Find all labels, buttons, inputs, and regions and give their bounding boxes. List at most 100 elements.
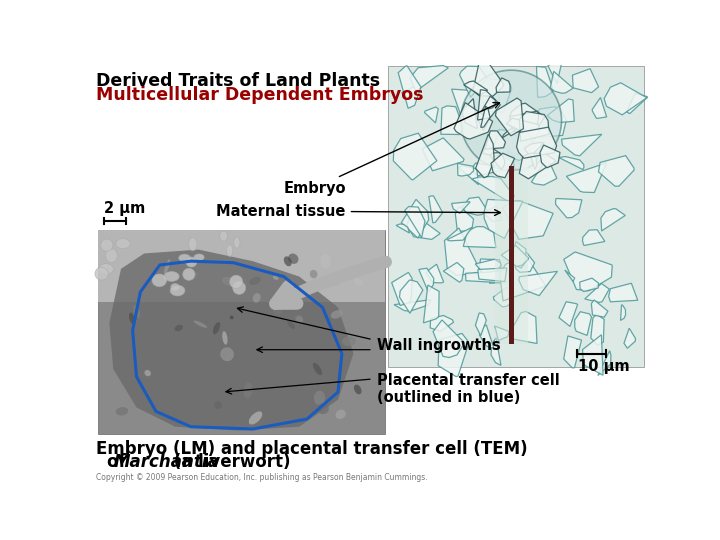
Circle shape — [461, 70, 562, 170]
Polygon shape — [466, 271, 510, 283]
Polygon shape — [540, 145, 560, 168]
Ellipse shape — [249, 411, 262, 424]
Ellipse shape — [99, 264, 114, 274]
Polygon shape — [459, 166, 479, 185]
Polygon shape — [483, 144, 500, 157]
Ellipse shape — [284, 256, 292, 266]
Polygon shape — [513, 105, 526, 136]
Polygon shape — [459, 66, 487, 97]
Ellipse shape — [295, 315, 303, 322]
Polygon shape — [585, 284, 609, 302]
Bar — [388, 66, 644, 367]
Ellipse shape — [249, 277, 261, 285]
Polygon shape — [419, 268, 433, 292]
Polygon shape — [482, 96, 495, 111]
Polygon shape — [444, 262, 464, 282]
Text: (a liverwort): (a liverwort) — [168, 453, 290, 471]
Polygon shape — [485, 131, 505, 149]
Polygon shape — [567, 163, 606, 192]
Ellipse shape — [290, 293, 303, 303]
Polygon shape — [519, 153, 557, 179]
Polygon shape — [441, 106, 464, 134]
Polygon shape — [608, 284, 638, 302]
Polygon shape — [575, 312, 591, 335]
Polygon shape — [495, 326, 509, 340]
Polygon shape — [530, 154, 537, 170]
Ellipse shape — [233, 281, 246, 294]
Ellipse shape — [220, 347, 234, 361]
Polygon shape — [564, 252, 612, 291]
Polygon shape — [444, 228, 481, 275]
Polygon shape — [580, 278, 598, 292]
Ellipse shape — [186, 257, 197, 267]
Ellipse shape — [354, 384, 361, 394]
Polygon shape — [559, 302, 577, 326]
Polygon shape — [410, 65, 449, 91]
Ellipse shape — [253, 293, 261, 303]
Polygon shape — [510, 103, 545, 134]
Ellipse shape — [227, 245, 233, 256]
Ellipse shape — [305, 384, 311, 390]
Ellipse shape — [243, 382, 253, 399]
Polygon shape — [496, 78, 510, 92]
Ellipse shape — [230, 316, 233, 319]
Ellipse shape — [222, 277, 235, 286]
Polygon shape — [479, 259, 501, 281]
Polygon shape — [407, 212, 440, 239]
Ellipse shape — [342, 336, 356, 346]
Polygon shape — [501, 246, 528, 267]
Text: Multicellular Dependent Embryos: Multicellular Dependent Embryos — [96, 86, 423, 104]
Polygon shape — [598, 156, 634, 186]
Ellipse shape — [179, 254, 190, 262]
Polygon shape — [531, 162, 557, 185]
Ellipse shape — [133, 305, 140, 318]
Ellipse shape — [317, 403, 329, 414]
Polygon shape — [455, 207, 474, 231]
Polygon shape — [492, 130, 534, 160]
Polygon shape — [402, 86, 416, 97]
Polygon shape — [451, 89, 500, 118]
Polygon shape — [536, 66, 554, 97]
Polygon shape — [401, 199, 428, 238]
Polygon shape — [454, 103, 492, 139]
Ellipse shape — [284, 296, 292, 306]
Text: Derived Traits of Land Plants: Derived Traits of Land Plants — [96, 72, 380, 91]
Ellipse shape — [194, 321, 207, 328]
Ellipse shape — [152, 274, 166, 287]
Ellipse shape — [287, 321, 295, 329]
Polygon shape — [493, 287, 511, 307]
Polygon shape — [591, 315, 604, 345]
Polygon shape — [491, 338, 501, 366]
Text: Placental transfer cell
(outlined in blue): Placental transfer cell (outlined in blu… — [377, 373, 559, 405]
Polygon shape — [479, 78, 512, 112]
Polygon shape — [495, 98, 523, 136]
Polygon shape — [477, 90, 500, 120]
Polygon shape — [510, 111, 539, 132]
Text: Marchantia: Marchantia — [114, 453, 220, 471]
Polygon shape — [511, 241, 526, 268]
Ellipse shape — [106, 249, 117, 262]
Polygon shape — [423, 285, 439, 323]
Polygon shape — [559, 157, 584, 170]
Polygon shape — [503, 200, 553, 239]
Ellipse shape — [234, 237, 240, 248]
Polygon shape — [484, 199, 523, 239]
Polygon shape — [593, 98, 607, 118]
Ellipse shape — [230, 275, 243, 288]
Text: 2 μm: 2 μm — [104, 201, 145, 215]
Polygon shape — [538, 107, 567, 137]
Polygon shape — [478, 268, 507, 281]
Polygon shape — [548, 63, 562, 84]
Polygon shape — [564, 270, 575, 281]
Ellipse shape — [354, 278, 363, 285]
Polygon shape — [426, 264, 444, 283]
Polygon shape — [425, 107, 438, 123]
Ellipse shape — [336, 410, 346, 419]
Polygon shape — [481, 106, 490, 127]
Polygon shape — [564, 336, 582, 368]
Polygon shape — [508, 150, 519, 161]
Polygon shape — [457, 164, 474, 176]
Polygon shape — [393, 133, 437, 180]
Ellipse shape — [290, 286, 297, 293]
Ellipse shape — [101, 239, 113, 251]
